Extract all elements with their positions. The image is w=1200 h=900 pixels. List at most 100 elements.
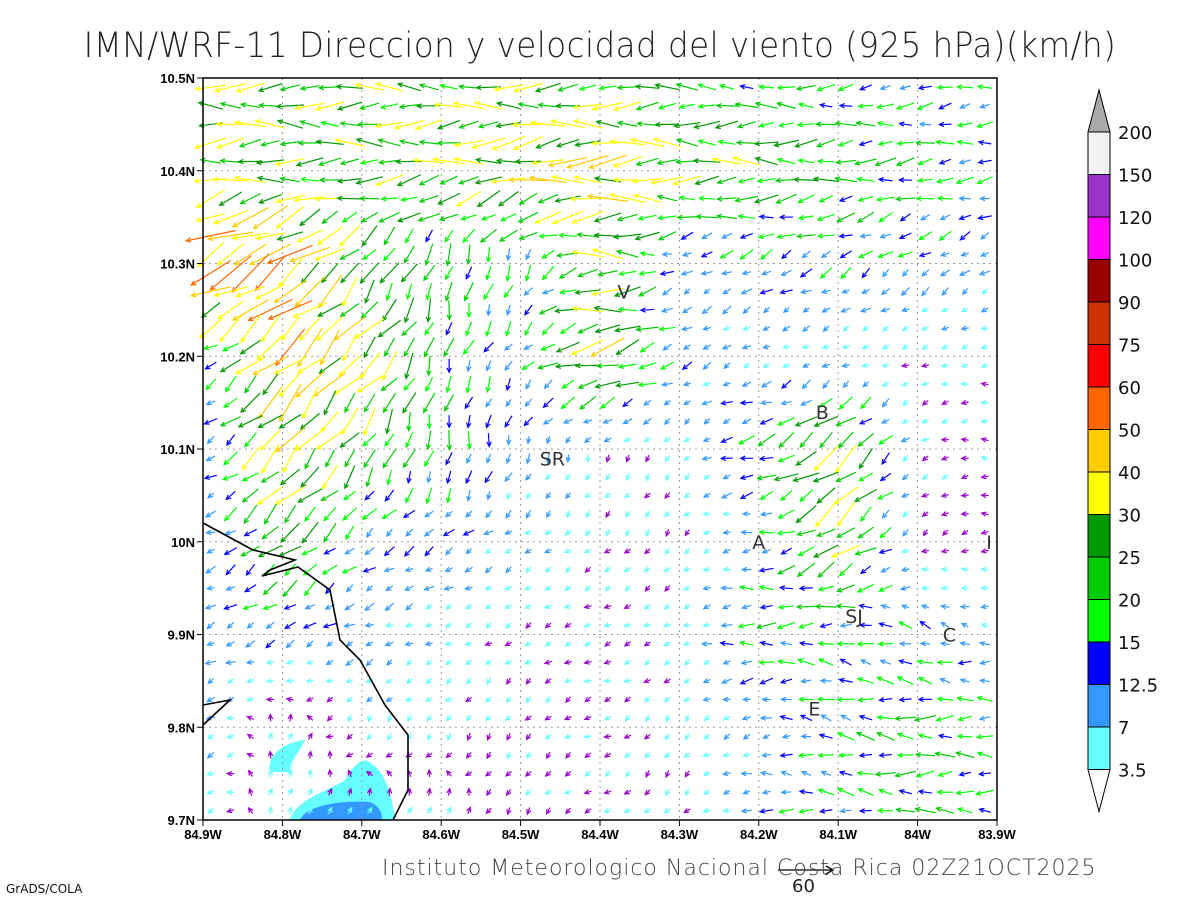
wind-arrow <box>525 733 532 741</box>
wind-arrow <box>396 82 421 92</box>
wind-arrow <box>879 84 891 91</box>
wind-arrow <box>301 521 319 544</box>
wind-arrow <box>485 696 492 703</box>
colorbar-swatch <box>1087 514 1111 558</box>
wind-arrow <box>262 603 278 611</box>
wind-arrow <box>603 808 612 814</box>
wind-arrow <box>279 383 302 423</box>
wind-arrow <box>307 788 313 796</box>
wind-arrow <box>426 714 432 722</box>
wind-arrow <box>656 159 678 166</box>
wind-arrow <box>720 585 733 591</box>
wind-arrow <box>424 450 435 468</box>
wind-arrow <box>524 264 532 282</box>
wind-arrow <box>722 659 731 665</box>
wind-arrow <box>531 159 565 166</box>
wind-arrow <box>486 433 492 448</box>
x-tick-label: 84.7W <box>343 827 381 842</box>
wind-arrow <box>722 529 731 536</box>
wind-arrow <box>739 455 754 461</box>
colorbar-label: 7 <box>1118 718 1129 739</box>
wind-arrow <box>683 603 691 610</box>
wind-arrow <box>276 231 304 241</box>
wind-arrow <box>741 381 752 387</box>
wind-arrow <box>901 418 910 424</box>
wind-arrow <box>938 158 952 165</box>
wind-arrow <box>464 282 474 302</box>
wind-arrow <box>219 158 241 164</box>
wind-arrow <box>939 251 950 257</box>
wind-arrow <box>404 641 414 647</box>
wind-arrow <box>761 270 772 276</box>
wind-arrow <box>504 585 513 591</box>
wind-arrow <box>877 177 893 183</box>
wind-arrow <box>836 212 856 223</box>
x-tick-label: 84.8W <box>264 827 302 842</box>
wind-arrow <box>702 752 711 758</box>
wind-arrow <box>262 373 279 396</box>
wind-arrow <box>657 215 677 221</box>
wind-arrow <box>900 604 910 610</box>
wind-arrow <box>624 584 631 593</box>
wind-arrow <box>941 474 949 480</box>
wind-arrow <box>761 789 771 795</box>
wind-arrow <box>444 281 453 302</box>
wind-arrow <box>525 677 532 685</box>
wind-arrow <box>818 397 833 408</box>
wind-arrow <box>838 396 853 410</box>
wind-arrow <box>798 640 813 647</box>
wind-arrow <box>779 289 793 295</box>
wind-arrow <box>464 696 473 703</box>
wind-arrow <box>261 525 279 540</box>
wind-arrow <box>940 325 949 331</box>
footer-text: Instituto Meteorologico Nacional Costa R… <box>382 856 1097 881</box>
wind-arrow <box>563 659 572 665</box>
wind-arrow <box>563 789 572 795</box>
wind-arrow <box>591 101 624 111</box>
wind-arrow <box>661 287 673 296</box>
wind-arrow <box>212 176 248 183</box>
colorbar-label: 3.5 <box>1118 761 1147 782</box>
wind-arrow <box>625 529 631 537</box>
wind-arrow <box>975 734 994 740</box>
wind-arrow <box>917 177 933 184</box>
wind-arrow <box>978 270 991 276</box>
wind-arrow <box>307 806 313 815</box>
wind-arrow <box>243 528 257 537</box>
wind-arrow <box>855 731 876 741</box>
wind-arrow <box>584 696 592 703</box>
wind-arrow <box>716 196 737 202</box>
wind-arrow <box>287 732 294 740</box>
wind-arrow <box>219 315 242 343</box>
wind-arrow <box>703 789 711 796</box>
wind-arrow <box>360 301 379 319</box>
wind-arrow <box>340 262 360 284</box>
y-tick-label: 10.5N <box>160 71 195 86</box>
wind-arrow <box>583 622 592 628</box>
wind-arrow <box>702 511 711 517</box>
wind-arrow <box>384 337 395 357</box>
wind-arrow <box>327 806 333 815</box>
wind-arrow <box>583 659 592 665</box>
wind-arrow <box>741 270 752 276</box>
wind-arrow <box>223 451 238 466</box>
wind-arrow <box>683 344 691 350</box>
wind-arrow <box>603 603 612 610</box>
wind-arrow <box>327 750 333 759</box>
wind-arrow <box>921 344 929 351</box>
wind-arrow <box>920 362 930 369</box>
wind-arrow <box>742 733 751 740</box>
wind-arrow <box>466 360 472 373</box>
wind-arrow <box>741 344 752 350</box>
wind-arrow <box>287 768 293 778</box>
wind-arrow <box>615 381 640 388</box>
wind-arrow <box>325 659 334 666</box>
wind-arrow <box>701 305 713 315</box>
wind-arrow <box>462 529 475 536</box>
wind-arrow <box>817 788 835 796</box>
wind-arrow <box>296 488 323 503</box>
wind-arrow <box>960 474 969 479</box>
wind-arrow <box>777 509 795 519</box>
wind-arrow <box>380 377 398 392</box>
